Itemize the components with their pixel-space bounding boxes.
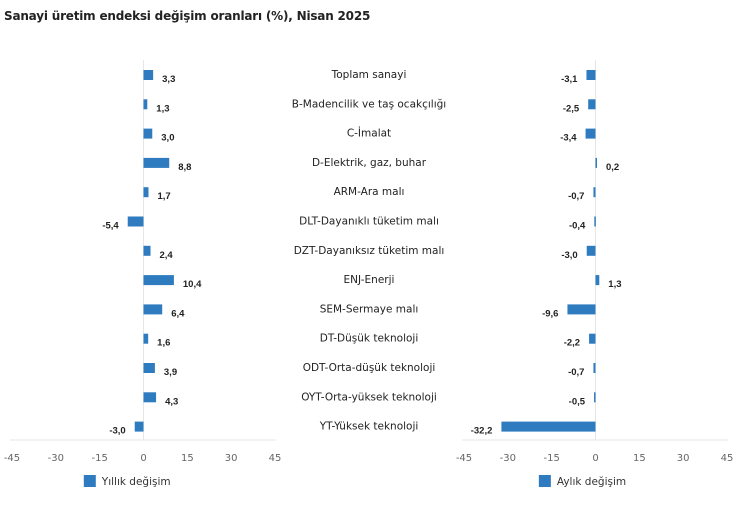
- monthly-value-label: -9,6: [542, 308, 558, 319]
- annual-value-label: 3,9: [164, 367, 177, 378]
- category-label: DT-Düşük teknoloji: [320, 333, 419, 345]
- annual-value-label: 4,3: [165, 396, 178, 407]
- annual-value-label: -5,4: [102, 221, 119, 232]
- monthly-value-label: -2,5: [563, 103, 580, 114]
- monthly-value-label: -3,0: [561, 250, 577, 261]
- annual-value-label: -3,0: [109, 426, 125, 437]
- monthly-tick-label: -15: [543, 453, 559, 464]
- annual-bar[interactable]: [143, 392, 157, 403]
- monthly-value-label: -0,7: [568, 367, 584, 378]
- monthly-bar[interactable]: [593, 363, 596, 373]
- monthly-bar[interactable]: [567, 304, 596, 315]
- monthly-legend[interactable]: Aylık değişim: [538, 475, 626, 488]
- annual-bar[interactable]: [143, 70, 154, 80]
- monthly-value-label: -2,2: [564, 338, 580, 349]
- monthly-legend-label: Aylık değişim: [557, 476, 626, 488]
- monthly-value-label: 1,3: [608, 279, 621, 290]
- monthly-value-label: -0,7: [568, 191, 584, 202]
- category-label: ARM-Ara malı: [334, 186, 405, 198]
- monthly-bar[interactable]: [588, 99, 596, 110]
- annual-value-label: 3,3: [162, 74, 175, 85]
- monthly-change-chart: -3,1 -2,5 -3,4 0,2 -0,7 -0,4 -3,0 1,3 -9,6 -2,2 -0…: [456, 60, 734, 488]
- annual-bar[interactable]: [143, 363, 155, 373]
- monthly-tick-label: 30: [677, 453, 690, 464]
- monthly-value-label: -32,2: [471, 426, 493, 437]
- annual-bar[interactable]: [143, 304, 163, 315]
- category-label: B-Madencilik ve taş ocakçılığı: [292, 98, 446, 110]
- monthly-value-label: 0,2: [606, 162, 619, 173]
- annual-bar[interactable]: [143, 157, 170, 168]
- monthly-tick-label: -30: [500, 453, 516, 464]
- annual-change-chart: 3,3 1,3 3,0 8,8 1,7 -5,4 2,4 10,4 6,4 1,6 3,9 4,3 -3…: [4, 60, 282, 488]
- annual-value-label: 6,4: [171, 308, 185, 319]
- annual-value-label: 2,4: [160, 250, 174, 261]
- monthly-legend-swatch: [538, 475, 551, 487]
- annual-value-label: 8,8: [178, 162, 191, 173]
- monthly-bar[interactable]: [589, 333, 596, 344]
- monthly-tick-label: 45: [721, 453, 734, 464]
- annual-bar[interactable]: [143, 245, 151, 256]
- annual-bar[interactable]: [127, 216, 144, 227]
- monthly-value-label: -0,5: [569, 396, 586, 407]
- monthly-bar[interactable]: [595, 157, 598, 168]
- category-label: ENJ-Enerji: [344, 274, 395, 286]
- annual-bar[interactable]: [143, 333, 149, 344]
- category-label: D-Elektrik, gaz, buhar: [312, 157, 427, 169]
- monthly-bar[interactable]: [593, 187, 596, 198]
- annual-value-label: 1,6: [157, 338, 170, 349]
- annual-bar[interactable]: [143, 128, 153, 139]
- monthly-tick-label: 0: [592, 453, 598, 464]
- annual-tick-label: 15: [181, 453, 194, 464]
- annual-bar[interactable]: [134, 421, 144, 432]
- monthly-tick-label: 15: [633, 453, 646, 464]
- monthly-bar[interactable]: [595, 275, 600, 286]
- category-label: ODT-Orta-düşük teknoloji: [303, 362, 436, 374]
- category-label: C-İmalat: [347, 127, 391, 140]
- chart-title: Sanayi üretim endeksi değişim oranları (…: [4, 9, 371, 23]
- annual-bar[interactable]: [143, 99, 148, 110]
- monthly-bar[interactable]: [585, 128, 596, 139]
- annual-legend-swatch: [83, 475, 96, 487]
- monthly-bar[interactable]: [594, 392, 596, 403]
- annual-legend-label: Yıllık değişim: [101, 476, 171, 488]
- annual-tick-label: -15: [91, 453, 107, 464]
- category-label: DLT-Dayanıklı tüketim malı: [299, 216, 439, 228]
- annual-bar[interactable]: [143, 187, 149, 198]
- category-label: DZT-Dayanıksız tüketim malı: [294, 245, 445, 257]
- monthly-tick-label: -45: [456, 453, 472, 464]
- annual-tick-label: -45: [4, 453, 20, 464]
- category-label: SEM-Sermaye malı: [320, 303, 419, 315]
- monthly-bar[interactable]: [586, 70, 596, 80]
- annual-tick-label: 30: [225, 453, 238, 464]
- annual-tick-label: -30: [48, 453, 64, 464]
- monthly-bar[interactable]: [594, 216, 596, 227]
- annual-value-label: 1,7: [157, 191, 170, 202]
- category-labels: Toplam sanayi B-Madencilik ve taş ocakçıl…: [292, 69, 446, 433]
- monthly-value-label: -3,4: [560, 133, 577, 144]
- monthly-bar[interactable]: [586, 245, 596, 256]
- monthly-value-label: -3,1: [561, 74, 578, 85]
- annual-tick-label: 0: [140, 453, 146, 464]
- annual-value-label: 1,3: [156, 103, 169, 114]
- category-label: OYT-Orta-yüksek teknoloji: [301, 391, 437, 403]
- annual-legend[interactable]: Yıllık değişim: [83, 475, 171, 488]
- monthly-bar[interactable]: [501, 421, 596, 432]
- annual-tick-label: 45: [269, 453, 282, 464]
- annual-bar[interactable]: [143, 275, 174, 286]
- category-label: YT-Yüksek teknoloji: [319, 421, 419, 433]
- annual-value-label: 10,4: [183, 279, 202, 290]
- category-label: Toplam sanayi: [331, 69, 407, 81]
- annual-value-label: 3,0: [161, 133, 174, 144]
- monthly-value-label: -0,4: [569, 221, 586, 232]
